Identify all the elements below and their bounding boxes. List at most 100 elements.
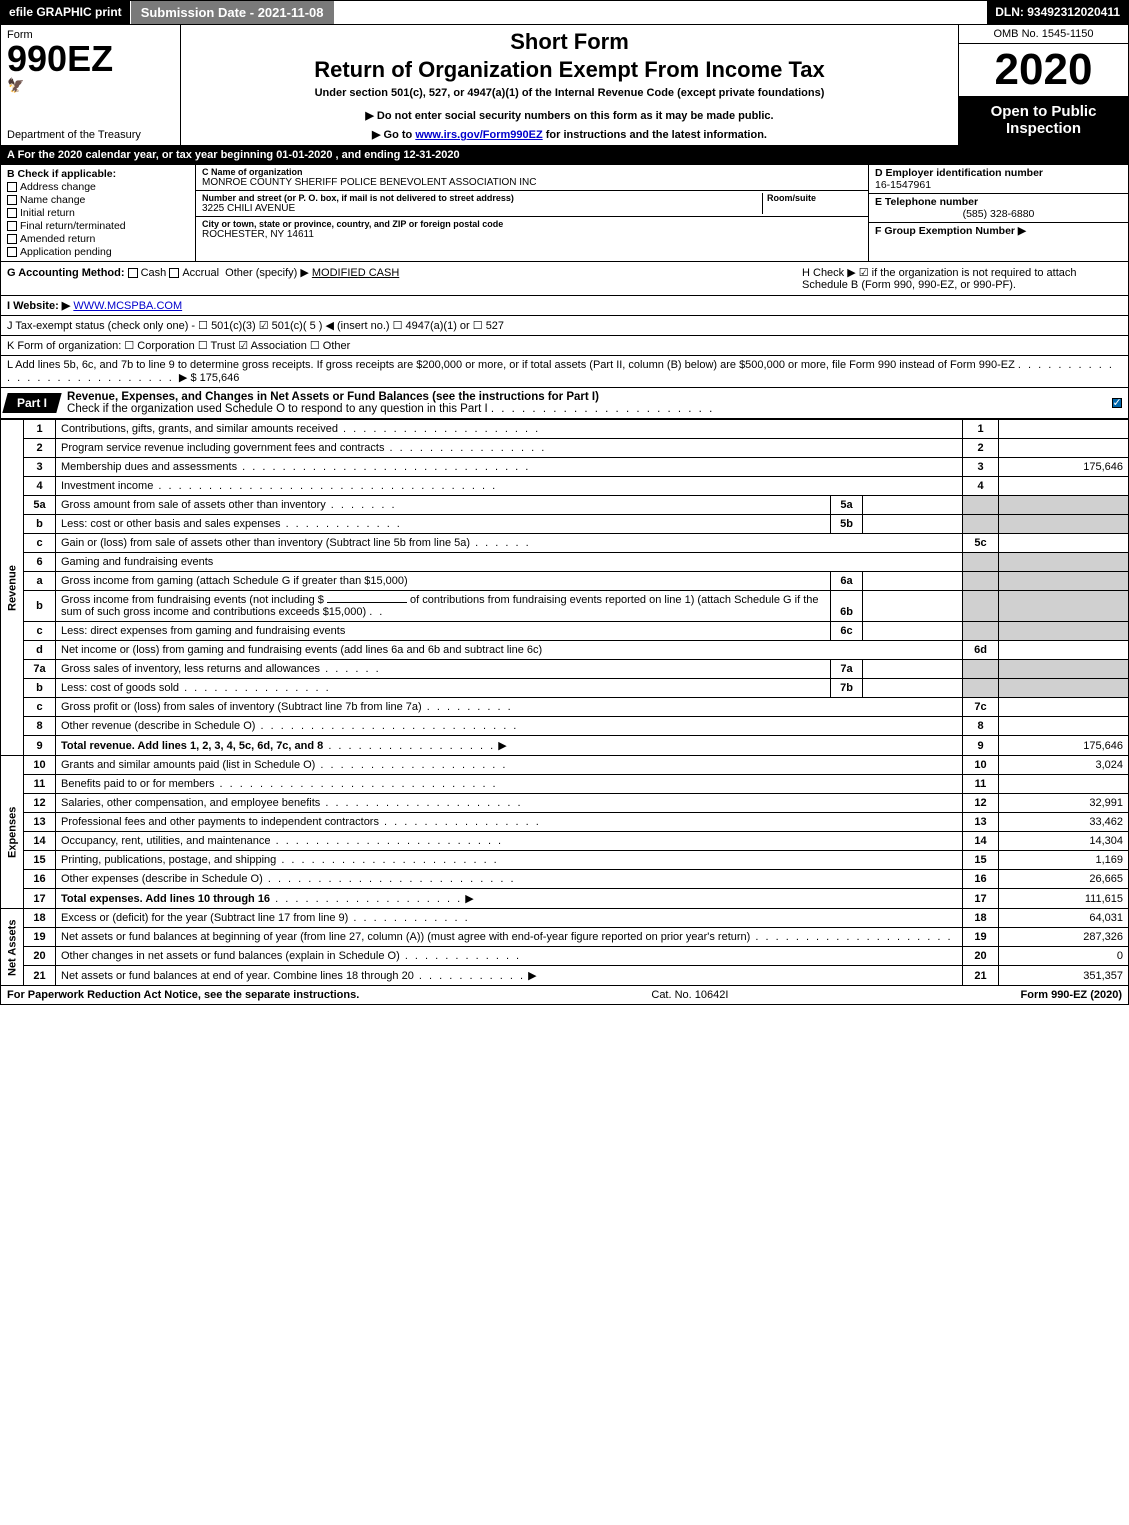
- footer-form-ref: Form 990-EZ (2020): [1021, 989, 1122, 1001]
- row-k-org-form: K Form of organization: ☐ Corporation ☐ …: [0, 336, 1129, 356]
- r-val: 26,665: [999, 870, 1129, 889]
- r-val: [999, 477, 1129, 496]
- checkbox-icon[interactable]: [7, 195, 17, 205]
- table-row: 8 Other revenue (describe in Schedule O)…: [1, 717, 1129, 736]
- line-num: 6: [24, 553, 56, 572]
- short-form-title: Short Form: [189, 29, 950, 55]
- d-ein: D Employer identification number 16-1547…: [869, 165, 1128, 194]
- line-desc: Excess or (deficit) for the year (Subtra…: [56, 909, 963, 928]
- line-num: 7a: [24, 660, 56, 679]
- table-row: c Gain or (loss) from sale of assets oth…: [1, 534, 1129, 553]
- r-val: [999, 622, 1129, 641]
- table-row: 17 Total expenses. Add lines 10 through …: [1, 889, 1129, 909]
- b-opt-address: Address change: [7, 181, 189, 193]
- checkbox-icon[interactable]: [7, 208, 17, 218]
- checkbox-icon[interactable]: [7, 234, 17, 244]
- table-row: b Gross income from fundraising events (…: [1, 591, 1129, 622]
- r-val: 33,462: [999, 813, 1129, 832]
- line-num: 2: [24, 439, 56, 458]
- line-desc: Printing, publications, postage, and shi…: [56, 851, 963, 870]
- checkbox-icon[interactable]: [7, 247, 17, 257]
- line-num: 13: [24, 813, 56, 832]
- r-val: [999, 717, 1129, 736]
- r-val: [999, 679, 1129, 698]
- table-row: 20 Other changes in net assets or fund b…: [1, 947, 1129, 966]
- r-num: 7c: [963, 698, 999, 717]
- r-val: 32,991: [999, 794, 1129, 813]
- checkbox-icon[interactable]: [128, 268, 138, 278]
- r-num: 20: [963, 947, 999, 966]
- checkbox-icon[interactable]: [169, 268, 179, 278]
- r-val: [999, 660, 1129, 679]
- line-desc: Less: cost of goods sold . . . . . . . .…: [56, 679, 831, 698]
- open-to-public: Open to Public Inspection: [959, 97, 1128, 145]
- table-row: 6 Gaming and fundraising events: [1, 553, 1129, 572]
- part1-title: Revenue, Expenses, and Changes in Net As…: [67, 391, 599, 403]
- row-g-h: G Accounting Method: Cash Accrual Other …: [0, 262, 1129, 296]
- table-row: b Less: cost of goods sold . . . . . . .…: [1, 679, 1129, 698]
- net-assets-side-label: Net Assets: [1, 909, 24, 986]
- r-val: 175,646: [999, 458, 1129, 477]
- r-num: [963, 660, 999, 679]
- irs-link[interactable]: www.irs.gov/Form990EZ: [415, 129, 542, 141]
- return-title: Return of Organization Exempt From Incom…: [189, 57, 950, 83]
- table-row: d Net income or (loss) from gaming and f…: [1, 641, 1129, 660]
- website-link[interactable]: WWW.MCSPBA.COM: [73, 300, 182, 312]
- b-opt-amended: Amended return: [7, 233, 189, 245]
- part1-checkbox[interactable]: [1108, 397, 1128, 409]
- line-desc: Gross profit or (loss) from sales of inv…: [56, 698, 963, 717]
- f-label: F Group Exemption Number ▶: [875, 225, 1026, 237]
- line-num: 18: [24, 909, 56, 928]
- r-val: [999, 496, 1129, 515]
- line-desc: Gain or (loss) from sale of assets other…: [56, 534, 963, 553]
- c-room-label: Room/suite: [767, 193, 862, 203]
- table-row: 4 Investment income . . . . . . . . . . …: [1, 477, 1129, 496]
- line-num: 20: [24, 947, 56, 966]
- b-opt-final: Final return/terminated: [7, 220, 189, 232]
- f-group: F Group Exemption Number ▶: [869, 223, 1128, 261]
- table-row: 14 Occupancy, rent, utilities, and maint…: [1, 832, 1129, 851]
- table-row: 9 Total revenue. Add lines 1, 2, 3, 4, 5…: [1, 736, 1129, 756]
- r-num: 5c: [963, 534, 999, 553]
- c-name-value: MONROE COUNTY SHERIFF POLICE BENEVOLENT …: [202, 177, 862, 188]
- efile-print-button[interactable]: efile GRAPHIC print: [1, 1, 131, 24]
- r-val: [999, 641, 1129, 660]
- r-num: 1: [963, 420, 999, 439]
- line-num: 14: [24, 832, 56, 851]
- sub-val: [863, 679, 963, 698]
- r-num: 11: [963, 775, 999, 794]
- section-def: D Employer identification number 16-1547…: [868, 165, 1128, 261]
- table-row: 21 Net assets or fund balances at end of…: [1, 966, 1129, 986]
- r-num: [963, 496, 999, 515]
- b-opt-pending: Application pending: [7, 246, 189, 258]
- r-num: 4: [963, 477, 999, 496]
- sub-label: 5a: [831, 496, 863, 515]
- r-val: [999, 439, 1129, 458]
- r-num: [963, 679, 999, 698]
- c-city-value: ROCHESTER, NY 14611: [202, 229, 862, 240]
- r-val: [999, 515, 1129, 534]
- sub-val: [863, 591, 963, 622]
- line-desc: Salaries, other compensation, and employ…: [56, 794, 963, 813]
- part1-check-line: Check if the organization used Schedule …: [67, 403, 488, 415]
- part1-header: Part I Revenue, Expenses, and Changes in…: [0, 388, 1129, 419]
- checkbox-icon[interactable]: [7, 221, 17, 231]
- line-num: 15: [24, 851, 56, 870]
- r-num: 9: [963, 736, 999, 756]
- line-num: c: [24, 622, 56, 641]
- line-desc: Gross income from fundraising events (no…: [56, 591, 831, 622]
- sub-val: [863, 622, 963, 641]
- b-opt-label: Application pending: [20, 246, 112, 258]
- line-desc: Total revenue. Add lines 1, 2, 3, 4, 5c,…: [56, 736, 963, 756]
- checkbox-icon[interactable]: [7, 182, 17, 192]
- r-num: 19: [963, 928, 999, 947]
- dln: DLN: 93492312020411: [987, 1, 1128, 24]
- table-row: 7a Gross sales of inventory, less return…: [1, 660, 1129, 679]
- checkbox-checked-icon: [1112, 398, 1122, 408]
- r-val: 64,031: [999, 909, 1129, 928]
- c-street-row: Number and street (or P. O. box, if mail…: [196, 191, 868, 217]
- line-num: 10: [24, 756, 56, 775]
- goto-post: for instructions and the latest informat…: [543, 129, 767, 141]
- r-val: 287,326: [999, 928, 1129, 947]
- line-desc: Net assets or fund balances at end of ye…: [56, 966, 963, 986]
